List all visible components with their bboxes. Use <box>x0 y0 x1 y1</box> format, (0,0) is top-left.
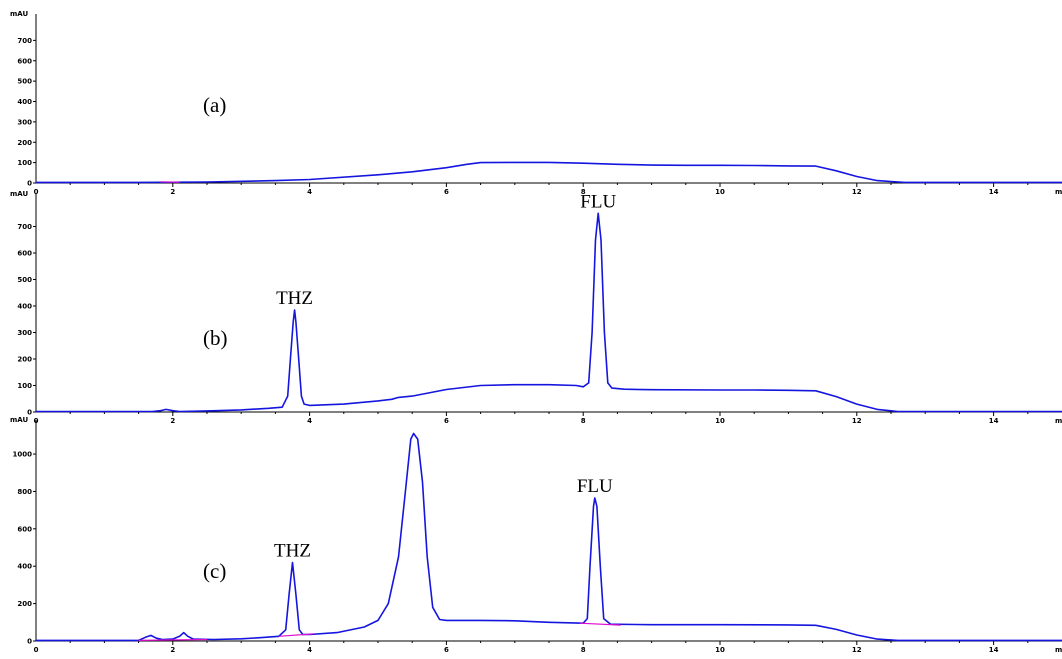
y-tick-label: 400 <box>17 563 32 571</box>
y-tick-label: 600 <box>17 525 32 533</box>
x-tick-label: 6 <box>444 646 449 654</box>
x-tick-label: 4 <box>307 646 312 654</box>
chromatogram-trace <box>36 434 1062 641</box>
y-unit-label: mAU <box>10 416 28 424</box>
peak-label-thz: THZ <box>276 288 313 309</box>
x-tick-label: 10 <box>715 417 725 425</box>
x-tick-label: 12 <box>852 417 862 425</box>
y-tick-label: 400 <box>17 303 32 311</box>
y-tick-label: 400 <box>17 98 32 106</box>
panel-label: (a) <box>203 93 226 117</box>
y-tick-label: 500 <box>17 276 32 284</box>
y-unit-label: mAU <box>10 190 28 198</box>
y-tick-label: 500 <box>17 78 32 86</box>
panel-2: 024681012140100200300400500600700mAUmi(b… <box>10 190 1062 425</box>
x-tick-label: 2 <box>170 188 175 196</box>
x-tick-label: 14 <box>989 646 999 654</box>
x-tick-label: 6 <box>444 188 449 196</box>
x-tick-label: 0 <box>34 646 39 654</box>
peak-label-flu: FLU <box>577 476 613 497</box>
y-tick-label: 800 <box>17 488 32 496</box>
x-tick-label: 4 <box>307 417 312 425</box>
y-tick-label: 200 <box>17 139 32 147</box>
y-tick-label: 1000 <box>13 451 33 459</box>
y-tick-label: 300 <box>17 118 32 126</box>
y-tick-label: 0 <box>27 180 32 188</box>
y-tick-label: 700 <box>17 223 32 231</box>
chromatogram-trace <box>36 213 1062 411</box>
x-unit-label: mi <box>1055 646 1062 654</box>
y-tick-label: 200 <box>17 600 32 608</box>
y-unit-label: mAU <box>10 10 28 18</box>
panel-label: (c) <box>203 559 226 583</box>
peak-label-flu: FLU <box>580 191 616 212</box>
y-tick-label: 0 <box>27 638 32 646</box>
x-tick-label: 10 <box>715 188 725 196</box>
y-tick-label: 600 <box>17 57 32 65</box>
x-tick-label: 6 <box>444 417 449 425</box>
x-unit-label: mi <box>1055 417 1062 425</box>
x-tick-label: 2 <box>170 417 175 425</box>
y-tick-label: 300 <box>17 329 32 337</box>
x-tick-label: 8 <box>581 417 586 425</box>
panel-1: 024681012140100200300400500600700mAUmi(a… <box>10 10 1062 196</box>
x-tick-label: 4 <box>307 188 312 196</box>
y-tick-label: 100 <box>17 382 32 390</box>
x-tick-label: 8 <box>581 646 586 654</box>
y-tick-label: 700 <box>17 37 32 45</box>
baseline-segment <box>139 640 207 641</box>
x-unit-label: mi <box>1055 188 1062 196</box>
y-tick-label: 200 <box>17 356 32 364</box>
x-tick-label: 14 <box>989 188 999 196</box>
x-tick-label: 10 <box>715 646 725 654</box>
panel-label: (b) <box>203 326 228 350</box>
panel-3: 0 2 4 6 8 10 12 14 0 200 400 600 800 1000 mAU mi (c) THZ F… <box>10 416 1062 654</box>
x-tick-label: 14 <box>989 417 999 425</box>
x-tick-label: 2 <box>170 646 175 654</box>
chromatogram-trace <box>36 162 1062 182</box>
y-tick-label: 600 <box>17 250 32 258</box>
x-tick-label: 12 <box>852 646 862 654</box>
peak-label-thz: THZ <box>274 540 311 561</box>
x-tick-label: 12 <box>852 188 862 196</box>
y-tick-label: 100 <box>17 159 32 167</box>
